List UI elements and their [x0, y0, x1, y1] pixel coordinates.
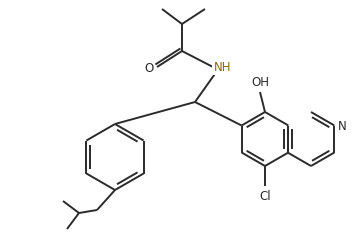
- Text: O: O: [144, 62, 154, 75]
- Text: N: N: [338, 120, 347, 132]
- Text: OH: OH: [251, 76, 269, 89]
- Text: Cl: Cl: [259, 190, 271, 203]
- Text: NH: NH: [214, 61, 232, 74]
